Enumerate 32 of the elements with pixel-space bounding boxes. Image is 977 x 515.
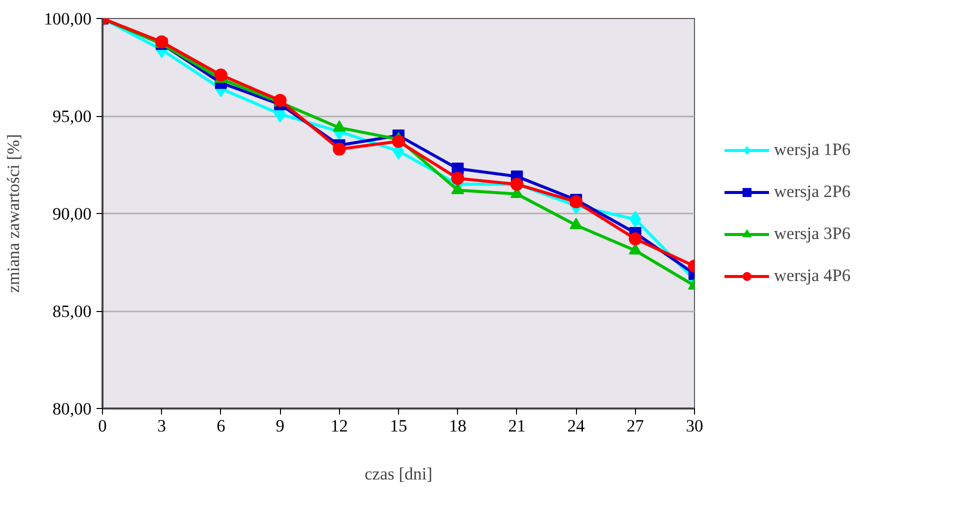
x-tick-label: 15 [390, 416, 408, 436]
x-axis-title: czas [dni] [364, 464, 432, 484]
point [332, 142, 346, 156]
x-tick-label: 9 [276, 416, 284, 436]
x-tick-label: 27 [626, 416, 644, 436]
y-tick-label: 100,00 [44, 10, 92, 28]
y-tick-label: 90,00 [52, 204, 92, 224]
x-tick-label: 30 [686, 416, 704, 436]
point [629, 210, 642, 228]
point [214, 68, 228, 82]
x-tick-label: 12 [330, 416, 348, 436]
legend-label: wersja 1P6 [774, 140, 851, 160]
point [451, 172, 464, 185]
point [451, 182, 464, 194]
point [570, 218, 583, 230]
y-tick-label: 80,00 [52, 400, 92, 418]
legend-label: wersja 4P6 [774, 266, 851, 286]
y-tick-label: 85,00 [52, 302, 92, 321]
x-tick-label: 18 [449, 416, 466, 436]
x-tick-label: 6 [216, 416, 226, 436]
y-axis-title: zmiana zawartości [%] [4, 134, 23, 293]
point [628, 232, 642, 246]
x-tick-label: 24 [567, 416, 586, 436]
x-tick-label: 0 [98, 416, 107, 436]
y-tick-label: 95,00 [52, 107, 92, 126]
x-tick-label: 3 [157, 416, 166, 436]
legend-label: wersja 2P6 [774, 182, 851, 202]
point [392, 134, 405, 148]
point [628, 243, 642, 255]
x-tick-label: 21 [508, 416, 526, 436]
point [570, 195, 583, 208]
legend-label: wersja 3P6 [774, 224, 851, 244]
